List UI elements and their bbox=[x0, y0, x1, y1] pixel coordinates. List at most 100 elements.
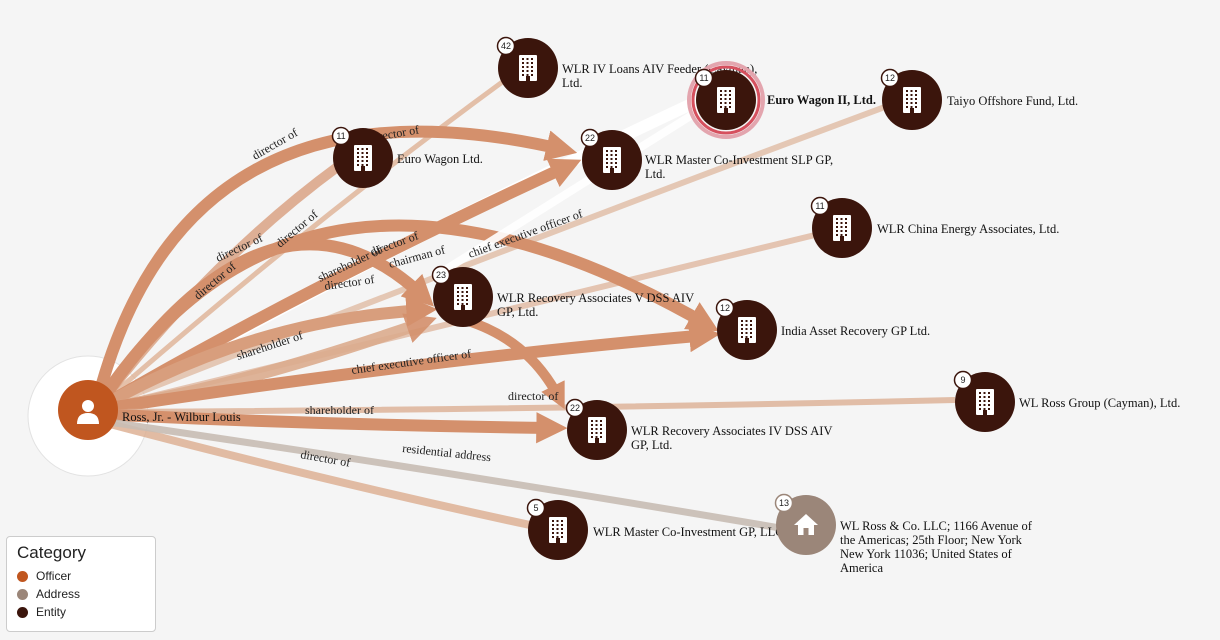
node-wlr-master-slp[interactable]: 22 WLR Master Co-Investment SLP GP,Ltd. bbox=[580, 128, 834, 191]
node-india-asset[interactable]: 12 India Asset Recovery GP Ltd. bbox=[715, 298, 931, 361]
building-icon bbox=[549, 517, 567, 543]
edge-label-director-of-7: director of bbox=[323, 272, 375, 293]
edge-label-ceo-of: chief executive officer of bbox=[350, 346, 471, 377]
edge-label-director-of-9: director of bbox=[508, 389, 558, 403]
edge-label-shareholder-of-3: shareholder of bbox=[305, 403, 374, 417]
node-count-badge: 13 bbox=[774, 493, 794, 513]
building-icon bbox=[738, 317, 756, 343]
person-icon bbox=[77, 400, 99, 424]
building-icon bbox=[603, 147, 621, 173]
node-label: GP, Ltd. bbox=[631, 438, 672, 452]
badge-count: 12 bbox=[885, 73, 895, 83]
badge-count: 11 bbox=[815, 201, 824, 211]
edge-wlr-master-gp[interactable] bbox=[93, 416, 531, 529]
legend-label-address: Address bbox=[36, 587, 81, 601]
node-label: WLR Master Co-Investment GP, LLC bbox=[593, 525, 784, 539]
building-icon bbox=[976, 389, 994, 415]
building-icon bbox=[588, 417, 606, 443]
node-label: WL Ross Group (Cayman), Ltd. bbox=[1019, 396, 1180, 410]
node-label: Euro Wagon Ltd. bbox=[397, 152, 483, 166]
legend-label-entity: Entity bbox=[36, 605, 67, 619]
node-count-badge: 22 bbox=[580, 128, 600, 148]
officer-swatch-icon bbox=[17, 570, 28, 582]
node-label: Ross, Jr. - Wilbur Louis bbox=[122, 410, 241, 424]
edge-label-residential-address: residential address bbox=[402, 441, 492, 464]
badge-count: 5 bbox=[533, 503, 538, 513]
edge-recovery-iv-director[interactable] bbox=[463, 315, 565, 410]
building-icon bbox=[354, 145, 372, 171]
node-label: Ltd. bbox=[645, 167, 665, 181]
badge-count: 13 bbox=[779, 498, 789, 508]
node-label: GP, Ltd. bbox=[497, 305, 538, 319]
edge-india-asset-ceo[interactable] bbox=[94, 321, 721, 416]
node-taiyo[interactable]: 12 Taiyo Offshore Fund, Ltd. bbox=[880, 68, 1079, 131]
entity-swatch-icon bbox=[17, 606, 28, 618]
badge-count: 23 bbox=[436, 270, 446, 280]
node-count-badge: 9 bbox=[953, 370, 973, 390]
legend-item-address: Address bbox=[17, 585, 145, 603]
node-wl-ross-group[interactable]: 9 WL Ross Group (Cayman), Ltd. bbox=[953, 370, 1181, 433]
node-ross[interactable]: Ross, Jr. - Wilbur Louis bbox=[58, 380, 241, 440]
edge-taiyo[interactable] bbox=[93, 102, 892, 413]
node-count-badge: 12 bbox=[715, 298, 735, 318]
legend-item-officer: Officer bbox=[17, 567, 145, 585]
node-wlr-recovery-iv[interactable]: 22 WLR Recovery Associates IV DSS AIVGP, … bbox=[565, 398, 833, 461]
edge-label-director-of-10: director of bbox=[299, 447, 351, 470]
building-icon bbox=[903, 87, 921, 113]
edge-wl-ross-group[interactable] bbox=[94, 397, 956, 415]
edge-master-slp-director[interactable] bbox=[89, 125, 578, 412]
node-label: Euro Wagon II, Ltd. bbox=[767, 93, 876, 107]
selection-ring bbox=[687, 61, 765, 139]
edge-recovery-v-shareholder[interactable] bbox=[91, 295, 438, 416]
badge-count: 11 bbox=[336, 131, 345, 141]
building-icon bbox=[717, 87, 735, 113]
node-label: WLR Recovery Associates IV DSS AIV bbox=[631, 424, 832, 438]
node-label: WL Ross & Co. LLC; 1166 Avenue of bbox=[840, 519, 1033, 533]
node-label: Taiyo Offshore Fund, Ltd. bbox=[947, 94, 1078, 108]
building-icon bbox=[833, 215, 851, 241]
badge-count: 12 bbox=[720, 303, 730, 313]
house-icon bbox=[794, 514, 818, 535]
building-icon bbox=[454, 284, 472, 310]
legend: Category Officer Address Entity bbox=[6, 536, 156, 632]
node-label: the Americas; 25th Floor; New York bbox=[840, 533, 1023, 547]
node-label: WLR China Energy Associates, Ltd. bbox=[877, 222, 1059, 236]
edge-recovery-iv-shareholder[interactable] bbox=[94, 408, 568, 444]
node-euro-wagon-ii[interactable]: 11 Euro Wagon II, Ltd. bbox=[687, 61, 876, 139]
node-count-badge: 11 bbox=[810, 196, 830, 216]
node-count-badge: 23 bbox=[431, 265, 451, 285]
node-wlr-china[interactable]: 11 WLR China Energy Associates, Ltd. bbox=[810, 196, 1060, 259]
node-count-badge: 12 bbox=[880, 68, 900, 88]
edge-india-asset-director[interactable] bbox=[89, 219, 719, 414]
badge-count: 22 bbox=[570, 403, 580, 413]
node-label: India Asset Recovery GP Ltd. bbox=[781, 324, 930, 338]
node-label: New York 11036; United States of bbox=[840, 547, 1013, 561]
badge-count: 22 bbox=[585, 133, 595, 143]
node-label: WLR Recovery Associates V DSS AIV bbox=[497, 291, 694, 305]
badge-count: 9 bbox=[960, 375, 965, 385]
node-label: America bbox=[840, 561, 883, 575]
node-count-badge: 5 bbox=[526, 498, 546, 518]
node-label: WLR Master Co-Investment SLP GP, bbox=[645, 153, 833, 167]
node-count-badge: 42 bbox=[496, 36, 516, 56]
legend-label-officer: Officer bbox=[36, 569, 72, 583]
legend-title: Category bbox=[17, 543, 86, 562]
node-count-badge: 22 bbox=[565, 398, 585, 418]
badge-count: 42 bbox=[501, 41, 511, 51]
node-count-badge: 11 bbox=[331, 126, 351, 146]
node-label: Ltd. bbox=[562, 76, 582, 90]
edges-layer bbox=[89, 77, 956, 532]
node-wlr-master-gp[interactable]: 5 WLR Master Co-Investment GP, LLC bbox=[526, 498, 784, 561]
node-count-badge: 11 bbox=[694, 68, 714, 88]
legend-item-entity: Entity bbox=[17, 603, 145, 621]
building-icon bbox=[519, 55, 537, 81]
edge-address[interactable] bbox=[94, 416, 781, 532]
selection-ring-inner bbox=[691, 65, 761, 135]
node-euro-wagon[interactable]: 11 Euro Wagon Ltd. bbox=[331, 126, 483, 189]
address-swatch-icon bbox=[17, 588, 28, 600]
badge-count: 11 bbox=[699, 73, 708, 83]
